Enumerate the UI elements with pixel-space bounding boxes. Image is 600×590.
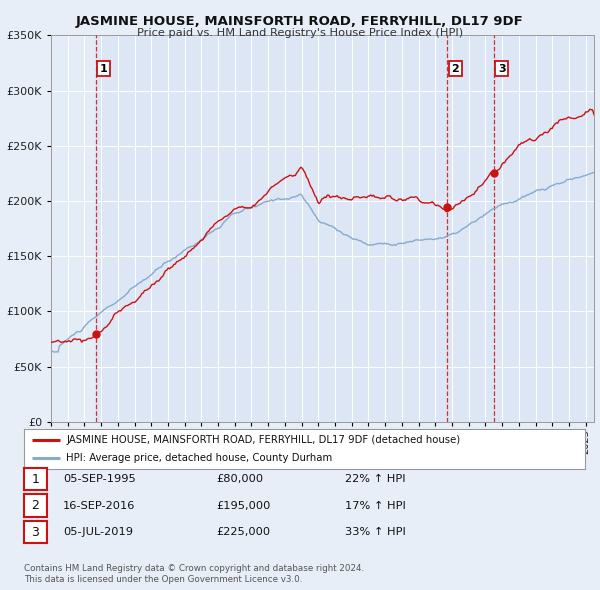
Text: 17% ↑ HPI: 17% ↑ HPI (345, 501, 406, 510)
Text: HPI: Average price, detached house, County Durham: HPI: Average price, detached house, Coun… (66, 453, 332, 463)
Text: JASMINE HOUSE, MAINSFORTH ROAD, FERRYHILL, DL17 9DF: JASMINE HOUSE, MAINSFORTH ROAD, FERRYHIL… (76, 15, 524, 28)
Text: 2: 2 (31, 499, 40, 512)
Text: 16-SEP-2016: 16-SEP-2016 (63, 501, 136, 510)
Text: This data is licensed under the Open Government Licence v3.0.: This data is licensed under the Open Gov… (24, 575, 302, 584)
Text: JASMINE HOUSE, MAINSFORTH ROAD, FERRYHILL, DL17 9DF (detached house): JASMINE HOUSE, MAINSFORTH ROAD, FERRYHIL… (66, 435, 460, 445)
Text: 33% ↑ HPI: 33% ↑ HPI (345, 527, 406, 537)
Text: 3: 3 (31, 526, 40, 539)
Text: 2: 2 (451, 64, 459, 74)
Bar (51, 35, 95, 422)
Text: £80,000: £80,000 (216, 474, 263, 484)
Text: 1: 1 (31, 473, 40, 486)
Text: 1: 1 (100, 64, 107, 74)
Text: 05-SEP-1995: 05-SEP-1995 (63, 474, 136, 484)
Text: 3: 3 (498, 64, 506, 74)
Bar (51, 35, 95, 422)
Text: Price paid vs. HM Land Registry's House Price Index (HPI): Price paid vs. HM Land Registry's House … (137, 28, 463, 38)
Text: Contains HM Land Registry data © Crown copyright and database right 2024.: Contains HM Land Registry data © Crown c… (24, 565, 364, 573)
Text: £195,000: £195,000 (216, 501, 271, 510)
Text: £225,000: £225,000 (216, 527, 270, 537)
Text: 05-JUL-2019: 05-JUL-2019 (63, 527, 133, 537)
Text: 22% ↑ HPI: 22% ↑ HPI (345, 474, 406, 484)
